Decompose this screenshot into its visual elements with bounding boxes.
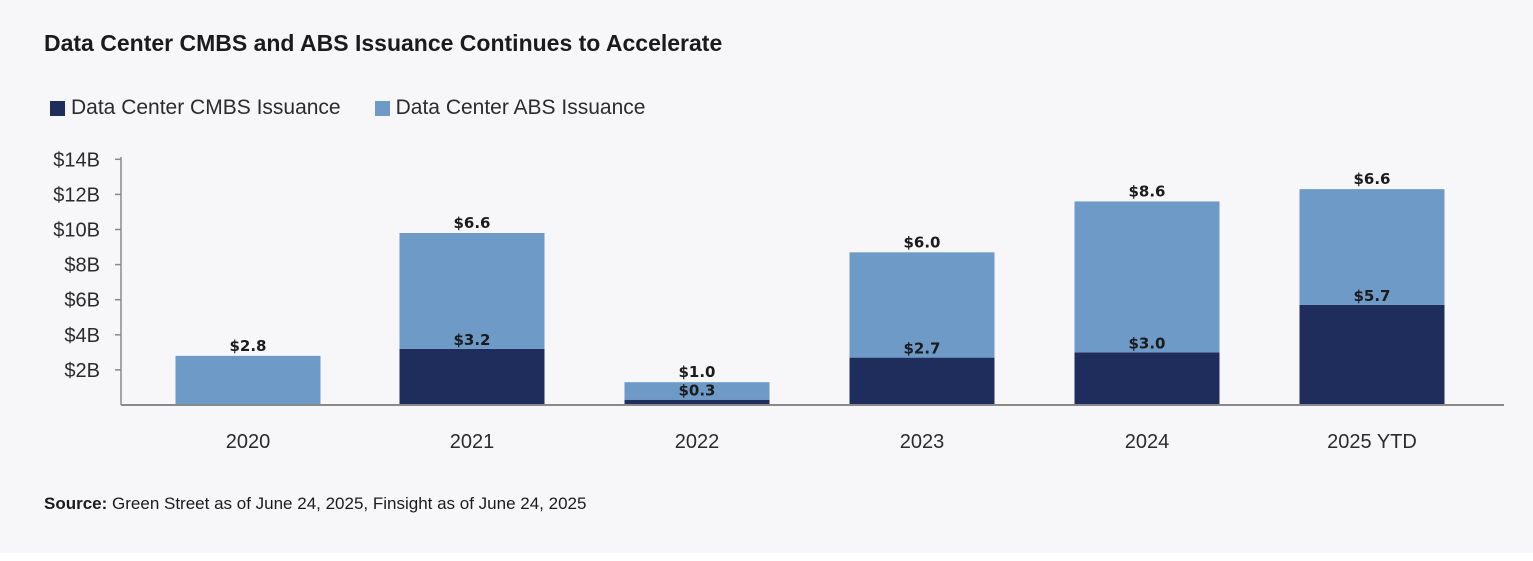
bar-cmbs-2024 [1074,352,1220,405]
x-tick-label: 2022 [675,431,720,453]
bar-cmbs-2025-ytd [1299,304,1445,405]
source-note: Source: Green Street as of June 24, 2025… [44,494,586,514]
source-label: Source: [44,494,108,513]
bar-abs-2023 [849,252,995,358]
y-tick-label: $14B [53,149,100,171]
y-tick-label: $2B [64,360,100,382]
data-label-cmbs: $3.2 [453,331,490,349]
bar-abs-2021 [399,233,545,349]
data-label-cmbs: $0.3 [678,382,715,400]
x-tick-label: 2020 [226,431,271,453]
y-tick-label: $6B [64,290,100,312]
chart-plot: $2B$4B$6B$8B$10B$12B$14B 2020 2021 2022 202… [53,149,1504,453]
data-labels: $2.8 $3.2 $6.6 $0.3$1.0 $2.7 $6.0 $3.0 $8.6 $5.7… [229,170,1390,400]
chart-title: Data Center CMBS and ABS Issuance Contin… [44,30,723,56]
bar-abs-2020 [175,355,321,405]
legend-item-cmbs: Data Center CMBS Issuance [50,96,341,120]
legend-label-cmbs: Data Center CMBS Issuance [71,96,341,119]
y-tick-label: $8B [64,255,100,277]
x-tick-label: 2025 YTD [1327,431,1417,453]
y-tick-label: $12B [53,184,100,206]
data-label-abs: $6.6 [1353,170,1390,188]
data-label-cmbs: $5.7 [1353,287,1390,305]
y-tick-label: $4B [64,325,100,347]
data-label-abs: $1.0 [678,363,715,381]
x-tick-label: 2024 [1125,431,1170,453]
legend-label-abs: Data Center ABS Issuance [395,96,646,119]
bar-cmbs-2023 [849,357,995,405]
bar-abs-2022 [624,382,770,400]
data-label-abs: $2.8 [229,337,266,355]
bars [175,189,1445,405]
legend-swatch-abs [374,100,390,116]
x-tick-label: 2023 [900,431,945,453]
data-label-abs: $6.0 [903,233,940,251]
data-label-cmbs: $2.7 [903,340,940,358]
data-label-abs: $6.6 [453,214,490,232]
x-tick-label: 2021 [450,431,495,453]
source-text: Green Street as of June 24, 2025, Finsig… [107,494,587,513]
bar-abs-2024 [1074,201,1220,353]
bar-cmbs-2021 [399,348,545,405]
x-axis-labels: 2020 2021 2022 2023 2024 2025 YTD [226,431,1417,453]
chart-legend: Data Center CMBS Issuance Data Center AB… [50,96,679,120]
bar-abs-2025-ytd [1299,189,1445,305]
data-label-cmbs: $3.0 [1128,334,1165,352]
y-tick-label: $10B [53,220,100,242]
legend-item-abs: Data Center ABS Issuance [374,96,646,120]
bar-cmbs-2022 [624,399,770,405]
data-label-abs: $8.6 [1128,182,1165,200]
y-axis-ticks: $2B $4B $6B $8B $10B $12B $14B [53,149,121,382]
legend-swatch-cmbs [50,100,65,116]
